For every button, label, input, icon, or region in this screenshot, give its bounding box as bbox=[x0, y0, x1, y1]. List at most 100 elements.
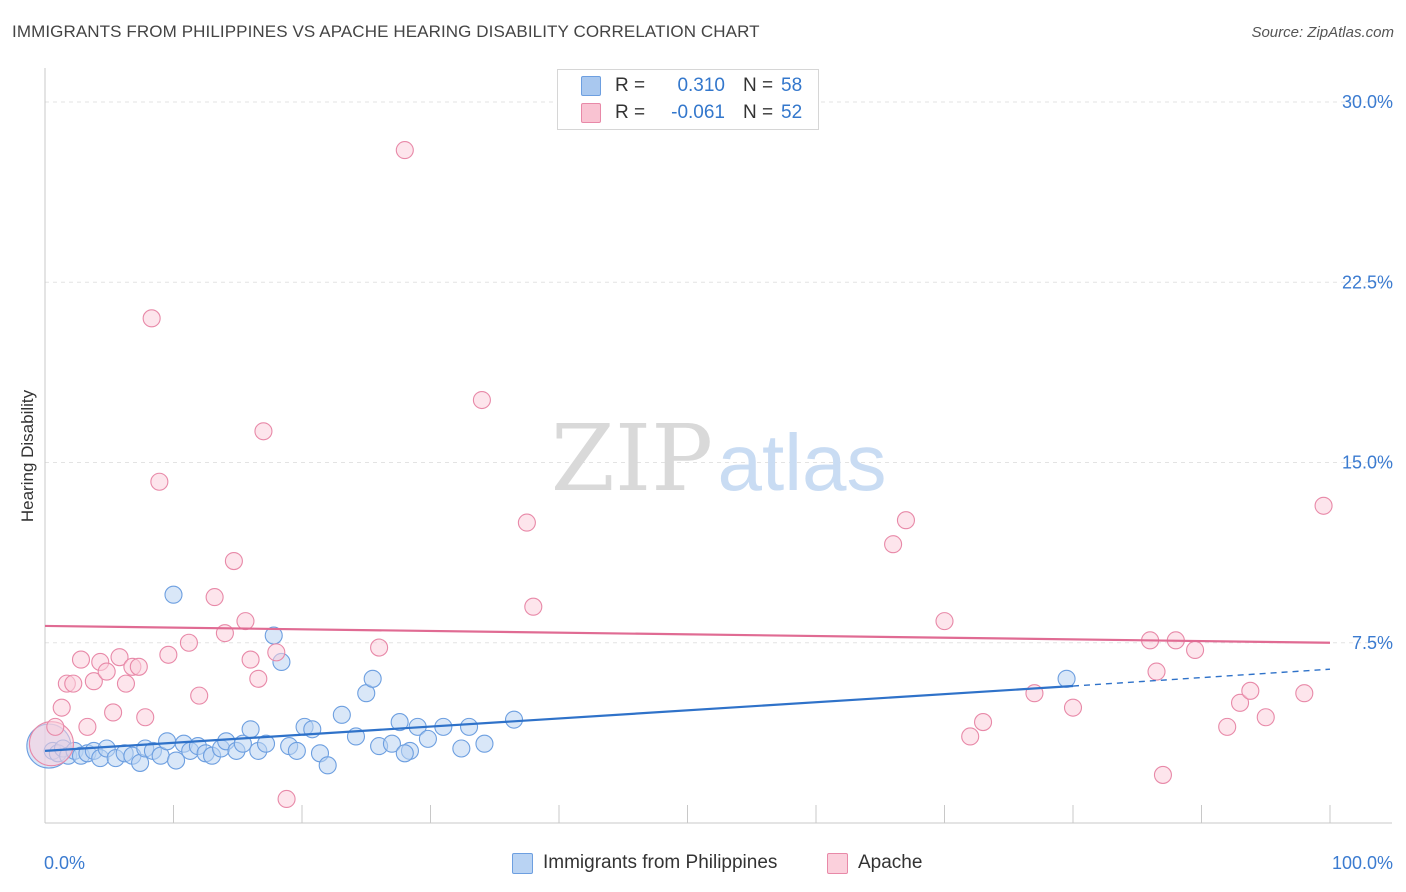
n-value: 52 bbox=[781, 102, 803, 123]
apache-point bbox=[150, 472, 169, 491]
data-points bbox=[26, 141, 1333, 809]
apache-point bbox=[973, 713, 993, 732]
apache-point bbox=[524, 597, 543, 616]
x-tick-label: 0.0% bbox=[44, 853, 85, 873]
apache-point bbox=[224, 551, 243, 571]
philippines-point bbox=[332, 705, 351, 724]
axes bbox=[44, 68, 1392, 824]
philippines-point bbox=[418, 729, 437, 748]
r-value: -0.061 bbox=[671, 102, 725, 123]
correlation-legend: R = 0.310 N = 58 R = -0.061 N = 52 bbox=[557, 69, 819, 130]
legend-swatch-apache bbox=[581, 103, 601, 123]
philippines-point bbox=[390, 713, 409, 732]
legend-row-philippines: R = 0.310 N = 58 bbox=[581, 74, 802, 98]
r-label: R = bbox=[615, 75, 646, 96]
apache-point bbox=[935, 612, 954, 631]
r-label: R = bbox=[615, 102, 646, 123]
x-tick-label: 100.0% bbox=[1332, 853, 1393, 873]
philippines-point bbox=[1057, 669, 1076, 688]
apache-point bbox=[46, 717, 65, 736]
y-axis-label: Hearing Disability bbox=[18, 389, 37, 523]
watermark-zip: ZIP bbox=[551, 405, 713, 512]
apache-point bbox=[1256, 708, 1275, 727]
apache-point bbox=[190, 686, 209, 705]
apache-point bbox=[129, 657, 148, 676]
legend-label-philippines: Immigrants from Philippines bbox=[543, 852, 778, 873]
n-label: N = bbox=[743, 102, 774, 123]
apache-point bbox=[52, 698, 71, 717]
source-label: Source: ZipAtlas.com bbox=[1251, 24, 1394, 41]
apache-point bbox=[142, 309, 161, 328]
legend-item-apache: Apache bbox=[827, 852, 922, 874]
apache-point bbox=[896, 511, 916, 530]
apache-point bbox=[116, 674, 136, 693]
y-tick-label: 30.0% bbox=[1342, 92, 1393, 112]
philippines-point bbox=[363, 669, 382, 688]
apache-point bbox=[236, 612, 255, 631]
philippines-point bbox=[395, 744, 414, 763]
philippines-point bbox=[459, 717, 479, 736]
legend-swatch-philippines bbox=[512, 852, 533, 874]
philippines-point bbox=[318, 756, 337, 775]
apache-point bbox=[472, 390, 491, 410]
apache-point bbox=[1153, 765, 1172, 784]
philippines-trend-extension bbox=[1072, 668, 1331, 687]
r-value: 0.310 bbox=[677, 75, 725, 96]
philippines-point bbox=[382, 734, 402, 753]
legend-row-apache: R = -0.061 N = 52 bbox=[581, 101, 802, 125]
philippines-trend-line bbox=[44, 684, 1074, 753]
apache-point bbox=[104, 703, 123, 722]
apache-point bbox=[64, 674, 83, 693]
y-tick-label: 22.5% bbox=[1342, 272, 1393, 292]
philippines-point bbox=[256, 734, 276, 753]
apache-point bbox=[1147, 662, 1166, 681]
watermark: ZIP atlas bbox=[551, 405, 887, 512]
philippines-point bbox=[452, 739, 471, 758]
legend-swatch-philippines bbox=[581, 76, 601, 96]
philippines-point bbox=[167, 751, 186, 770]
philippines-point bbox=[504, 710, 524, 729]
apache-trend-line bbox=[44, 624, 1331, 644]
apache-point bbox=[267, 643, 286, 662]
legend-item-philippines: Immigrants from Philippines bbox=[512, 852, 777, 874]
apache-point bbox=[277, 789, 296, 809]
legend-label-apache: Apache bbox=[858, 852, 923, 873]
philippines-point bbox=[287, 741, 306, 760]
philippines-point bbox=[158, 732, 177, 751]
apache-point bbox=[395, 141, 414, 160]
philippines-point bbox=[164, 585, 183, 604]
apache-point bbox=[1218, 717, 1237, 736]
apache-point bbox=[1063, 698, 1083, 717]
apache-point bbox=[884, 535, 903, 554]
legend-swatch-apache bbox=[827, 852, 848, 874]
trend-lines bbox=[44, 624, 1331, 753]
apache-point bbox=[71, 650, 91, 669]
apache-point bbox=[205, 588, 224, 607]
n-value: 58 bbox=[781, 75, 803, 96]
apache-point bbox=[1231, 693, 1250, 712]
apache-point bbox=[370, 638, 389, 657]
apache-point bbox=[517, 513, 536, 532]
apache-point bbox=[110, 648, 129, 667]
y-tick-label: 15.0% bbox=[1342, 453, 1393, 473]
apache-point bbox=[78, 717, 97, 736]
n-label: N = bbox=[743, 75, 774, 96]
apache-point bbox=[249, 669, 268, 688]
apache-point bbox=[1295, 684, 1314, 703]
apache-point bbox=[136, 708, 155, 727]
apache-point bbox=[961, 727, 980, 746]
apache-point bbox=[1186, 640, 1205, 660]
apache-point bbox=[159, 645, 178, 664]
tick-labels: 7.5% 15.0% 22.5% 30.0% 0.0% 100.0% bbox=[44, 92, 1393, 873]
philippines-point bbox=[241, 720, 260, 739]
apache-point bbox=[97, 662, 116, 681]
watermark-atlas: atlas bbox=[718, 418, 887, 507]
apache-point bbox=[254, 422, 273, 441]
apache-point bbox=[84, 672, 103, 691]
apache-point bbox=[1314, 496, 1333, 515]
philippines-point bbox=[475, 734, 494, 753]
apache-point bbox=[179, 633, 198, 652]
y-tick-label: 7.5% bbox=[1352, 633, 1393, 653]
chart-title: IMMIGRANTS FROM PHILIPPINES VS APACHE HE… bbox=[12, 22, 760, 41]
